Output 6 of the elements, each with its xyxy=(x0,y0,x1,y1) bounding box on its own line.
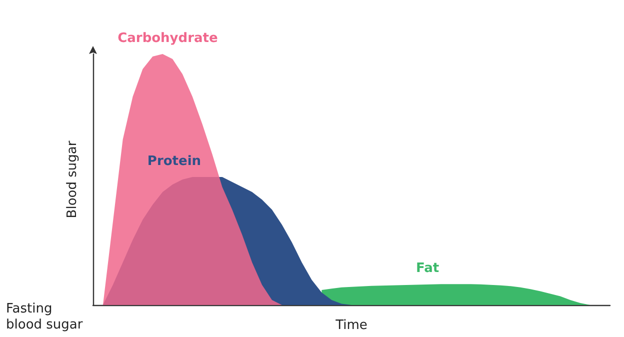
series-label: Carbohydrate xyxy=(118,31,218,46)
text: Fasting blood sugar xyxy=(6,302,84,332)
y-axis-title: Blood sugar xyxy=(65,140,80,218)
x-axis-title: Time xyxy=(334,318,368,333)
series-label: Protein xyxy=(147,154,202,169)
series-label: Fat xyxy=(416,261,440,276)
